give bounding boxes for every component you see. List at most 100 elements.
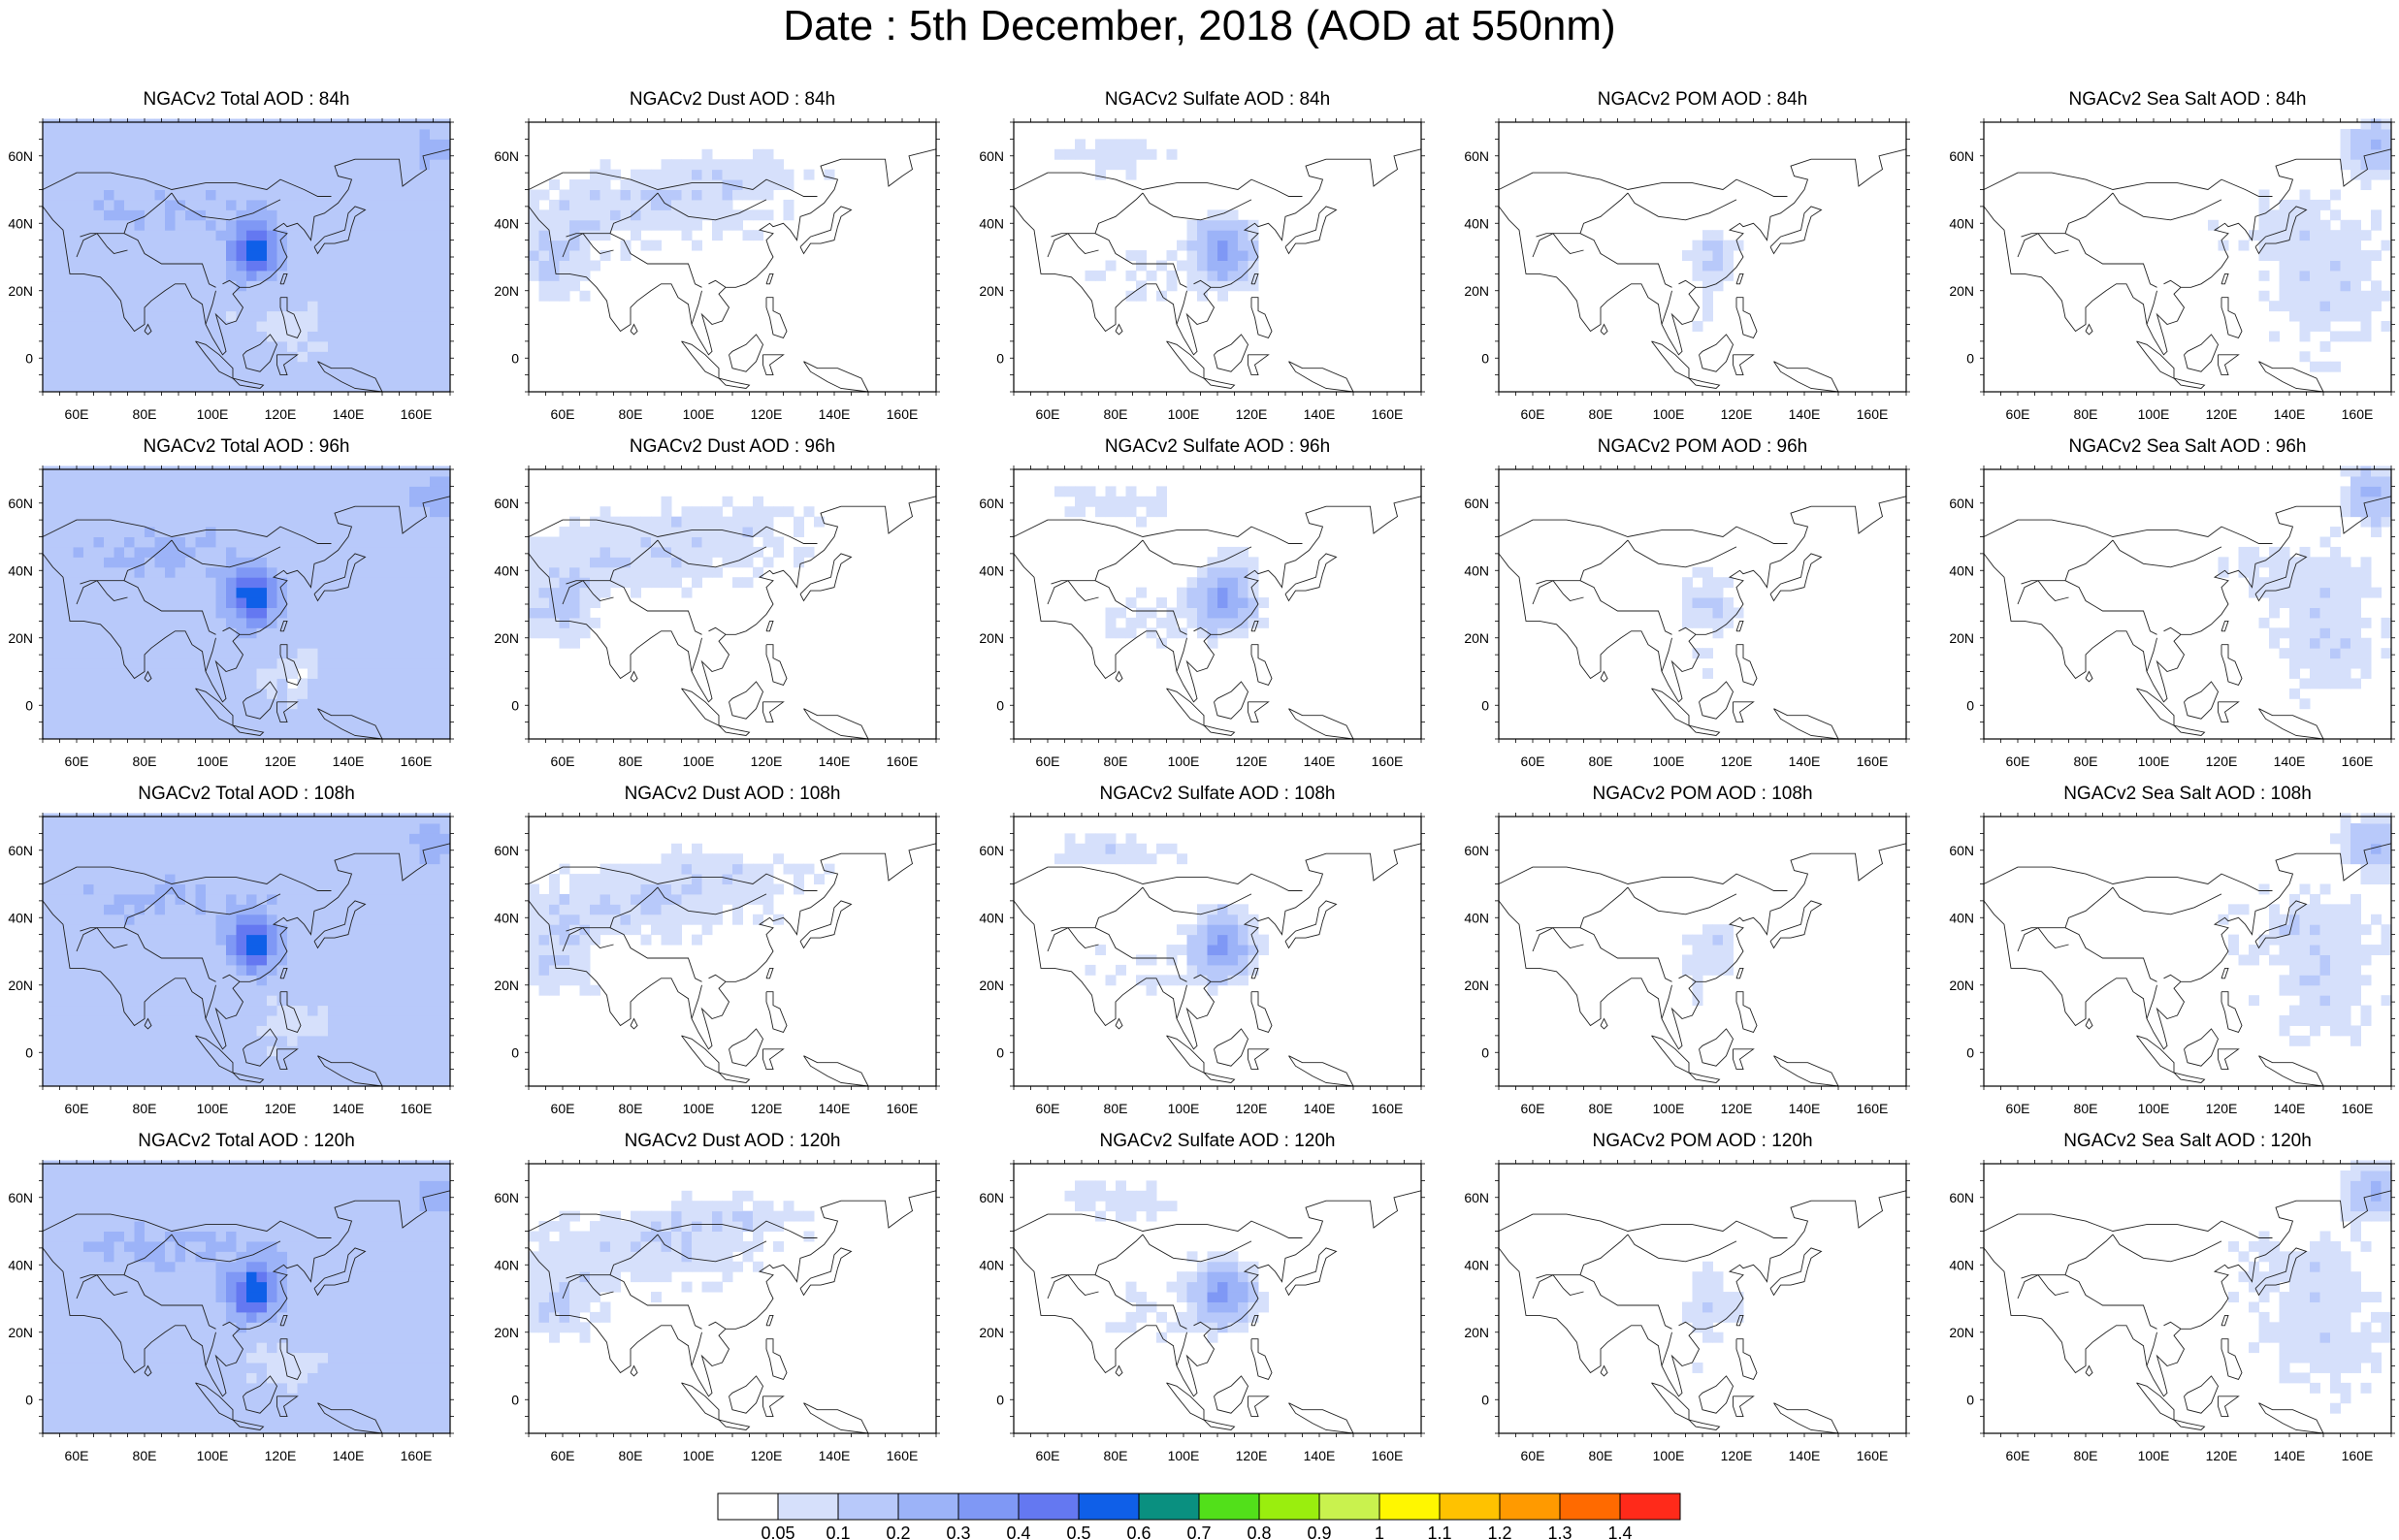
aod-cell [145,984,155,996]
aod-cell [104,290,114,302]
aod-cell [620,250,632,261]
aod-cell [226,577,237,589]
aod-cell [52,678,64,690]
aod-cell [287,577,298,589]
aod-cell [1217,270,1228,281]
aod-cell [389,536,400,548]
aod-cell [1156,290,1167,302]
aod-cell [145,924,155,936]
aod-cell [276,945,288,955]
aod-cell [369,587,379,598]
aod-cell [267,607,277,619]
aod-cell [52,627,64,639]
aod-cell [63,587,74,598]
aod-cell [43,822,53,834]
aod-cell [206,1015,216,1026]
aod-cell [399,290,410,302]
aod-cell [246,708,257,720]
aod-cell [430,728,440,740]
aod-cell [369,219,379,231]
aod-cell [430,260,440,272]
aod-cell [399,371,410,383]
aod-cell [104,1066,114,1077]
aod-cell [378,148,390,160]
aod-cell [215,1025,227,1037]
aod-cell [1054,148,1065,160]
aod-cell [52,1045,64,1057]
aod-cell [93,688,105,699]
aod-cell [378,371,390,383]
aod-cell [419,148,431,160]
aod-cell [389,280,400,292]
aod-cell [145,1015,155,1026]
aod-cell [409,658,420,669]
coastline [1661,290,1672,325]
aod-cell [267,331,277,342]
aod-cell [338,698,349,710]
aod-cell [276,361,288,372]
aod-cell [2289,230,2300,241]
aod-cell [215,566,227,578]
aod-cell [419,516,431,528]
aod-cell [783,199,794,210]
aod-cell [154,310,166,322]
aod-cell [73,893,84,905]
aod-cell [93,381,105,393]
aod-cell [409,159,420,171]
aod-cell [113,250,125,261]
aod-cell [317,199,329,210]
aod-cell [2330,527,2341,537]
aod-cell [73,321,84,332]
aod-cell [722,546,733,558]
aod-cell [529,607,539,619]
aod-cell [389,331,400,342]
aod-cell [276,1035,288,1046]
aod-cell [246,1015,257,1026]
aod-cell [287,1015,298,1026]
aod-cell [692,199,702,210]
aod-cell [63,648,74,659]
aod-cell [1217,557,1228,568]
aod-cell [165,924,176,936]
aod-cell [226,169,237,180]
aod-cell [1156,637,1167,649]
aod-cell [134,833,146,845]
aod-cell [113,128,125,140]
aod-cell [246,863,257,875]
aod-cell [246,475,257,487]
aod-cell [226,995,237,1007]
aod-cell [93,597,105,608]
aod-cell [1146,496,1157,507]
aod-cell [175,1005,186,1016]
aod-cell [439,381,451,393]
aod-cell [2319,597,2331,608]
aod-cell [2381,169,2392,180]
aod-cell [297,833,308,845]
aod-cell [113,833,125,845]
aod-cell [73,924,84,936]
aod-cell [43,310,53,322]
coastline [1498,148,1907,356]
aod-cell [399,607,410,619]
aod-cell [579,546,591,558]
aod-cell [256,331,268,342]
aod-cell [439,496,451,507]
aod-cell [1085,486,1096,497]
aod-cell [165,566,176,578]
aod-cell [175,465,186,477]
aod-cell [175,822,186,834]
lon-tick-label: 140E [1304,406,1336,422]
aod-cell [1712,250,1724,261]
aod-cell [52,250,64,261]
aod-cell [104,995,114,1007]
aod-cell [378,486,390,497]
aod-cell [52,954,64,966]
aod-cell [93,719,105,730]
aod-cell [43,914,53,925]
aod-cell [308,351,318,363]
aod-cell [63,371,74,383]
aod-cell [439,465,451,477]
aod-cell [640,546,652,558]
aod-cell [113,219,125,231]
